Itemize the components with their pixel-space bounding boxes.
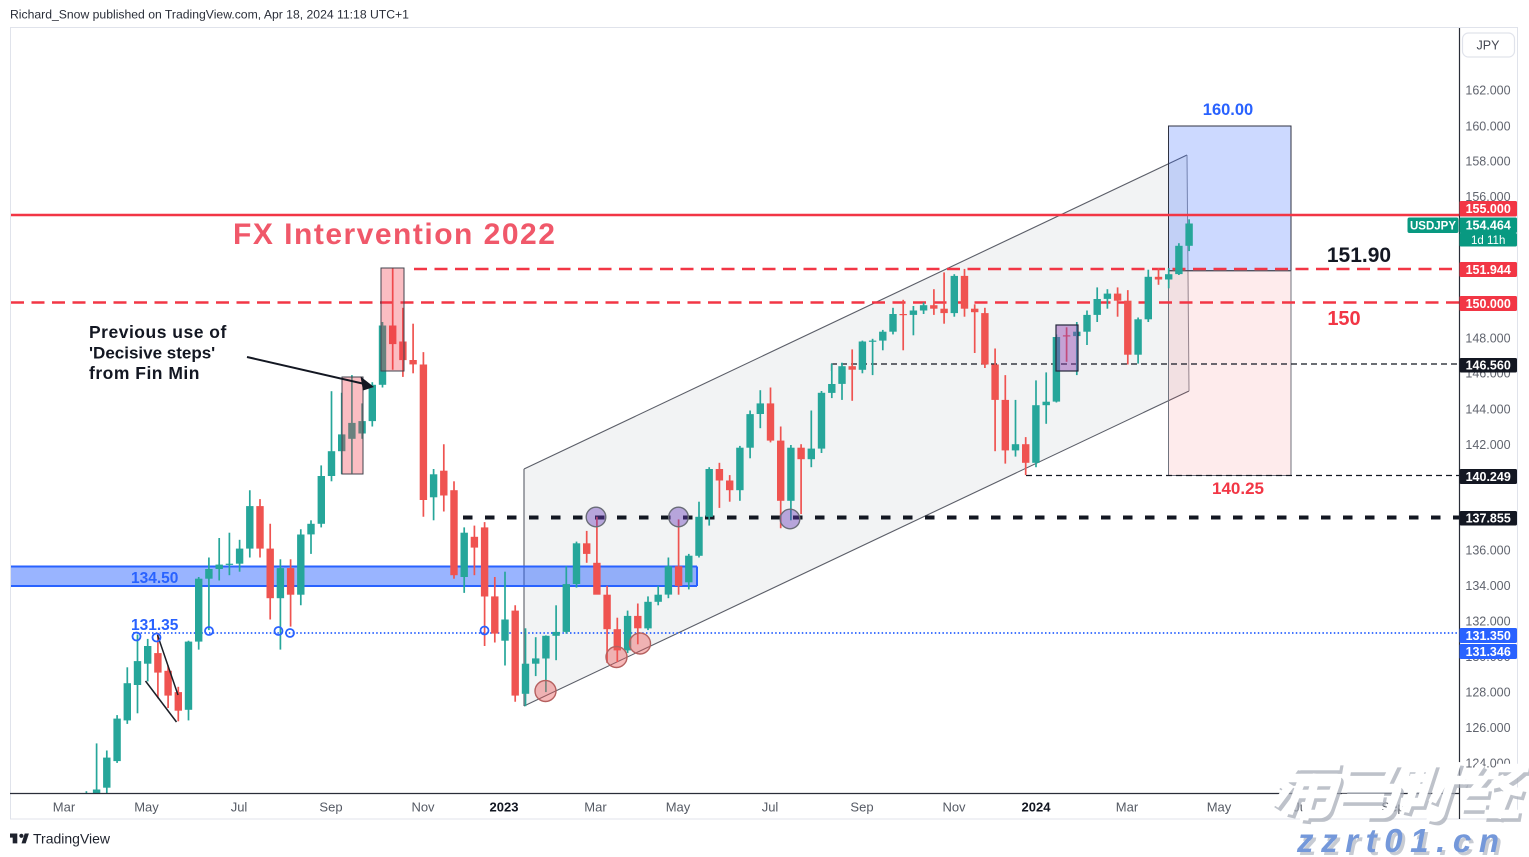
svg-text:2023: 2023 <box>490 800 519 815</box>
svg-text:May: May <box>134 800 159 815</box>
svg-text:Nov: Nov <box>411 800 435 815</box>
svg-text:May: May <box>1207 800 1232 815</box>
svg-text:140.249: 140.249 <box>1466 470 1511 484</box>
svg-text:Nov: Nov <box>942 800 966 815</box>
svg-text:148.000: 148.000 <box>1465 331 1510 345</box>
svg-text:Richard_Snow published on Trad: Richard_Snow published on TradingView.co… <box>10 8 409 22</box>
svg-text:134.50: 134.50 <box>131 570 178 587</box>
svg-text:Mar: Mar <box>584 800 607 815</box>
svg-text:136.000: 136.000 <box>1465 543 1510 557</box>
svg-text:'Decisive steps': 'Decisive steps' <box>89 344 215 363</box>
svg-text:151.90: 151.90 <box>1327 244 1391 267</box>
svg-text:142.000: 142.000 <box>1465 438 1510 452</box>
svg-text:Sep: Sep <box>850 800 873 815</box>
svg-text:JPY: JPY <box>1477 39 1501 53</box>
svg-text:131.350: 131.350 <box>1466 629 1511 643</box>
svg-text:1d 11h: 1d 11h <box>1471 235 1505 247</box>
svg-text:Sep: Sep <box>319 800 342 815</box>
svg-text:144.000: 144.000 <box>1465 402 1510 416</box>
svg-text:Mar: Mar <box>1116 800 1139 815</box>
svg-text:2024: 2024 <box>1022 800 1052 815</box>
svg-text:160.000: 160.000 <box>1465 119 1510 133</box>
svg-text:Previous use of: Previous use of <box>89 322 227 342</box>
svg-text:154.464: 154.464 <box>1466 219 1511 233</box>
svg-text:126.000: 126.000 <box>1465 721 1510 735</box>
svg-text:150: 150 <box>1327 308 1360 330</box>
svg-text:160.00: 160.00 <box>1203 101 1253 119</box>
svg-text:Mar: Mar <box>53 800 76 815</box>
svg-text:131.35: 131.35 <box>131 617 179 634</box>
svg-text:146.560: 146.560 <box>1466 359 1511 373</box>
svg-text:134.000: 134.000 <box>1465 579 1510 593</box>
svg-text:FX Intervention 2022: FX Intervention 2022 <box>233 218 556 251</box>
svg-text:162.000: 162.000 <box>1465 83 1510 97</box>
svg-text:132.000: 132.000 <box>1465 614 1510 628</box>
svg-text:from Fin Min: from Fin Min <box>89 363 200 383</box>
svg-text:May: May <box>666 800 691 815</box>
svg-text:USDJPY: USDJPY <box>1410 221 1456 233</box>
svg-text:Jul: Jul <box>762 800 779 815</box>
svg-text:158.000: 158.000 <box>1465 154 1510 168</box>
svg-text:155.000: 155.000 <box>1466 202 1511 216</box>
svg-text:131.346: 131.346 <box>1466 645 1511 659</box>
svg-text:151.944: 151.944 <box>1466 263 1511 277</box>
svg-text:zzrt01.cn: zzrt01.cn <box>1296 822 1507 857</box>
svg-text:137.855: 137.855 <box>1466 512 1511 526</box>
svg-text:Jul: Jul <box>231 800 248 815</box>
svg-text:150.000: 150.000 <box>1466 297 1511 311</box>
svg-text:zzrt01.cn: zzrt01.cn <box>1299 825 1510 857</box>
svg-text:128.000: 128.000 <box>1465 685 1510 699</box>
svg-text:156.000: 156.000 <box>1465 190 1510 204</box>
svg-text:TradingView: TradingView <box>33 831 111 847</box>
svg-text:140.25: 140.25 <box>1212 479 1264 498</box>
